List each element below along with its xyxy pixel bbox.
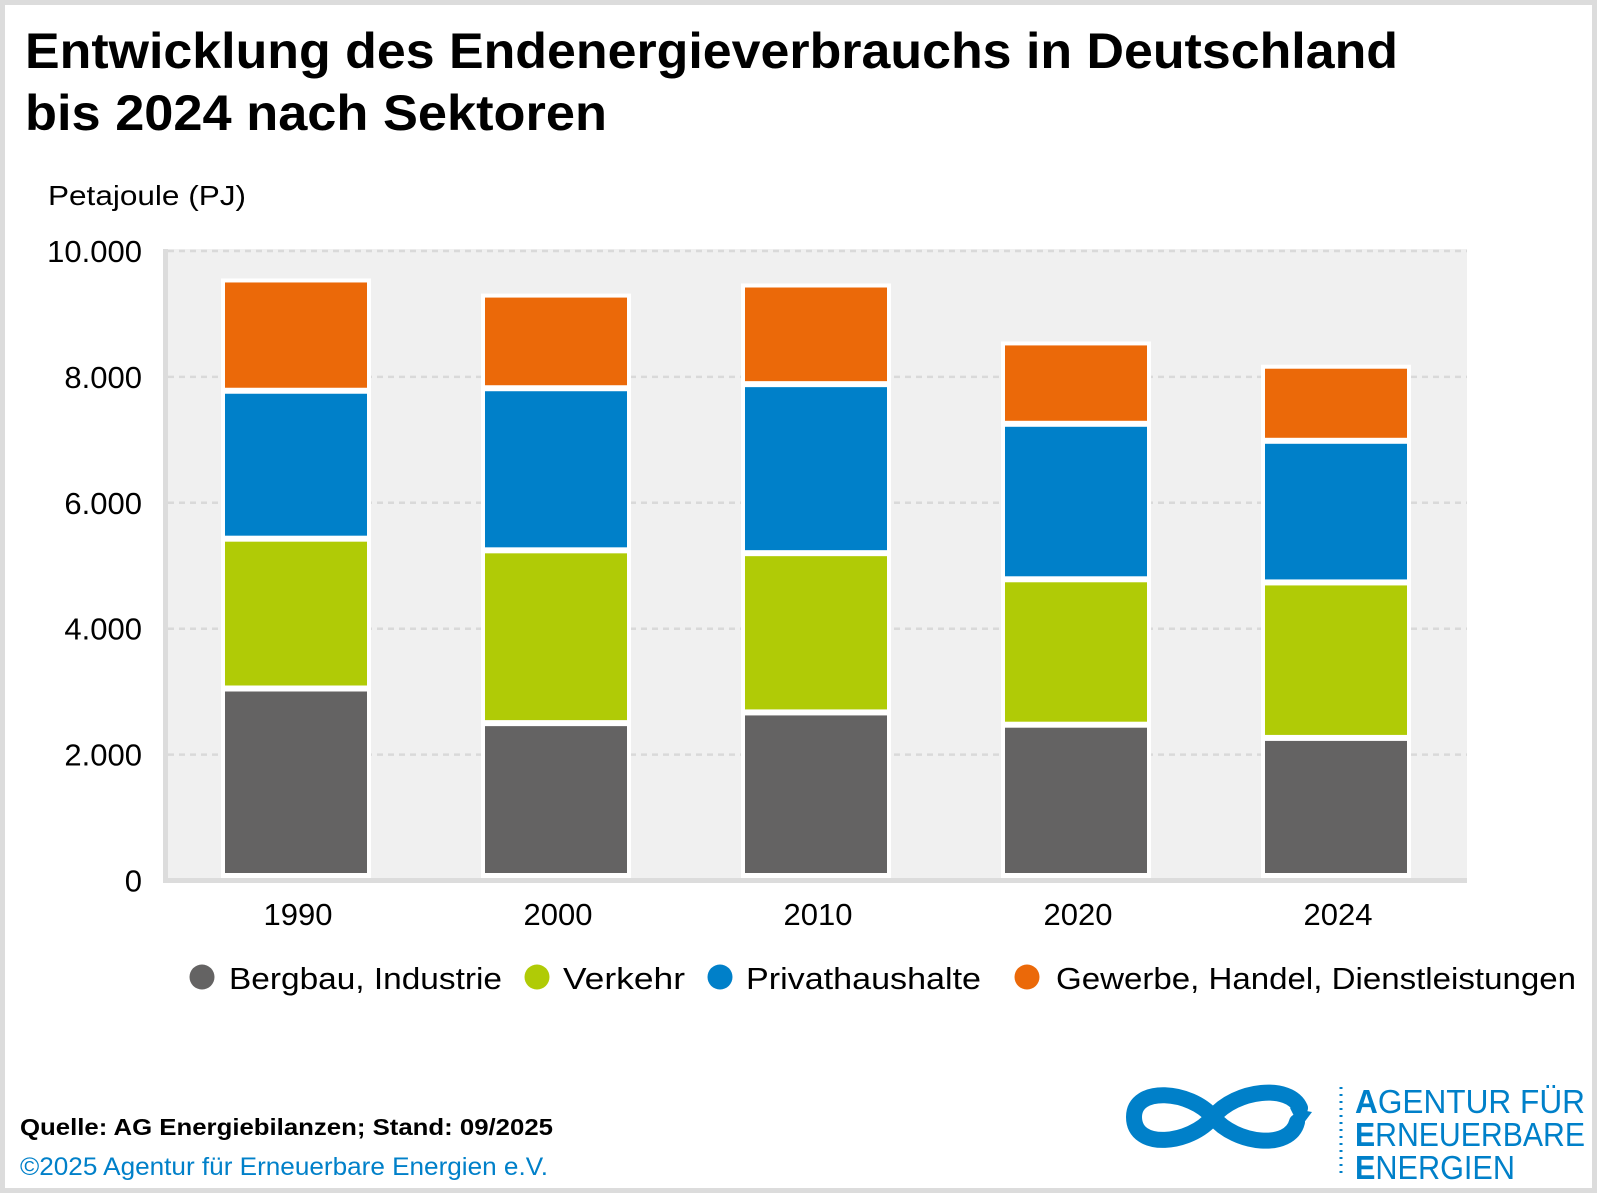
y-axis-line xyxy=(163,249,168,883)
bar-group-2010 xyxy=(741,283,891,879)
legend: Bergbau, Industrie Verkehr Privathaushal… xyxy=(189,961,1576,996)
y-tick-label: 0 xyxy=(125,864,142,899)
bar-group-2024 xyxy=(1261,364,1411,879)
logo-line-1: AGENTUR FÜR xyxy=(1355,1083,1585,1120)
bar-segment-privathaushalte-2020 xyxy=(1005,426,1147,577)
bar-segment-verkehr-1990 xyxy=(225,541,367,686)
bar-segment-verkehr-2024 xyxy=(1265,585,1407,735)
x-tick-labels: 1990 2000 2010 2020 2024 xyxy=(264,897,1373,932)
bar-segment-verkehr-2000 xyxy=(485,553,627,721)
chart-title-line-1: Entwicklung des Endenergieverbrauchs in … xyxy=(25,23,1398,79)
x-tick-label: 2010 xyxy=(784,897,853,932)
bar-segment-gewerbe-handel-dienstleistungen-2010 xyxy=(745,287,887,382)
bar-group-2020 xyxy=(1001,341,1151,879)
legend-item-privathaushalte: Privathaushalte xyxy=(707,961,981,996)
bar-segment-gewerbe-handel-dienstleistungen-2024 xyxy=(1265,368,1407,438)
legend-swatch-bergbau-industrie xyxy=(189,964,215,990)
x-tick-label: 2000 xyxy=(524,897,593,932)
x-tick-label: 2020 xyxy=(1044,897,1113,932)
legend-item-verkehr: Verkehr xyxy=(524,961,685,996)
legend-label-privathaushalte: Privathaushalte xyxy=(746,961,981,996)
legend-item-bergbau-industrie: Bergbau, Industrie xyxy=(189,961,502,996)
y-tick-label: 4.000 xyxy=(64,612,142,647)
bar-segment-privathaushalte-2024 xyxy=(1265,443,1407,580)
aee-logo: AGENTUR FÜR ERNEUERBARE ENERGIEN xyxy=(1125,1083,1585,1186)
bar-segment-verkehr-2020 xyxy=(1005,582,1147,722)
bar-segment-bergbau-industrie-1990 xyxy=(225,691,367,873)
legend-swatch-privathaushalte xyxy=(707,964,733,990)
bar-segment-privathaushalte-2010 xyxy=(745,387,887,551)
infinity-icon xyxy=(1125,1084,1312,1149)
logo-line-3: ENERGIEN xyxy=(1355,1149,1515,1186)
bar-group-1990 xyxy=(221,278,371,879)
legend-swatch-gewerbe-handel-dienstleistungen xyxy=(1014,964,1040,990)
bar-segment-bergbau-industrie-2000 xyxy=(485,726,627,873)
bar-segment-verkehr-2010 xyxy=(745,556,887,710)
bar-segment-bergbau-industrie-2010 xyxy=(745,715,887,873)
bar-segment-privathaushalte-2000 xyxy=(485,391,627,548)
legend-swatch-verkehr xyxy=(524,964,550,990)
bar-segment-privathaushalte-1990 xyxy=(225,393,367,536)
legend-item-gewerbe-handel-dienstleistungen: Gewerbe, Handel, Dienstleistungen xyxy=(1014,961,1576,996)
y-axis-label: Petajoule (PJ) xyxy=(48,180,246,211)
logo-line-2: ERNEUERBARE xyxy=(1355,1116,1585,1153)
bar-segment-gewerbe-handel-dienstleistungen-1990 xyxy=(225,282,367,388)
bar-segment-gewerbe-handel-dienstleistungen-2020 xyxy=(1005,345,1147,421)
y-tick-label: 8.000 xyxy=(64,360,142,395)
chart-title-line-2: bis 2024 nach Sektoren xyxy=(25,85,607,141)
legend-label-gewerbe-handel-dienstleistungen: Gewerbe, Handel, Dienstleistungen xyxy=(1056,961,1576,996)
y-tick-labels: 0 2.000 4.000 6.000 8.000 10.000 xyxy=(47,234,142,899)
y-tick-label: 10.000 xyxy=(47,234,142,269)
source-note: Quelle: AG Energiebilanzen; Stand: 09/20… xyxy=(20,1114,553,1140)
legend-label-bergbau-industrie: Bergbau, Industrie xyxy=(229,961,502,996)
y-tick-label: 2.000 xyxy=(64,738,142,773)
x-tick-label: 1990 xyxy=(264,897,333,932)
x-tick-label: 2024 xyxy=(1304,897,1373,932)
bars xyxy=(221,278,1411,879)
bar-segment-bergbau-industrie-2024 xyxy=(1265,740,1407,873)
bar-segment-gewerbe-handel-dienstleistungen-2000 xyxy=(485,297,627,386)
y-tick-label: 6.000 xyxy=(64,486,142,521)
legend-label-verkehr: Verkehr xyxy=(563,961,685,996)
bar-group-2000 xyxy=(481,293,631,879)
copyright-note: ©2025 Agentur für Erneuerbare Energien e… xyxy=(20,1153,548,1181)
bar-segment-bergbau-industrie-2020 xyxy=(1005,727,1147,873)
x-axis-line xyxy=(163,878,1467,883)
